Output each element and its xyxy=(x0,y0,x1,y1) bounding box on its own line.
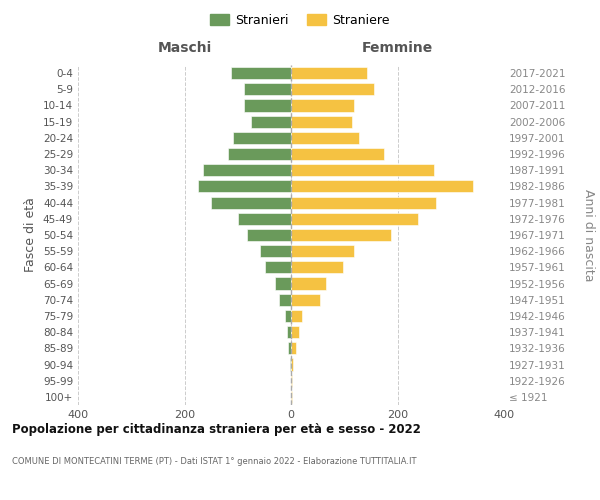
Bar xyxy=(284,310,291,322)
Bar xyxy=(291,391,292,403)
Text: Maschi: Maschi xyxy=(157,42,212,56)
Bar xyxy=(291,342,296,354)
Bar xyxy=(233,132,291,144)
Bar xyxy=(203,164,291,176)
Bar xyxy=(291,196,436,208)
Bar xyxy=(232,67,291,79)
Bar xyxy=(291,116,352,128)
Bar xyxy=(291,67,367,79)
Bar xyxy=(247,229,291,241)
Bar xyxy=(244,100,291,112)
Bar xyxy=(251,116,291,128)
Bar xyxy=(228,148,291,160)
Bar xyxy=(291,132,359,144)
Bar xyxy=(291,148,384,160)
Bar xyxy=(291,83,374,96)
Legend: Stranieri, Straniere: Stranieri, Straniere xyxy=(205,8,395,32)
Bar xyxy=(291,310,302,322)
Bar xyxy=(291,100,354,112)
Bar xyxy=(291,229,391,241)
Bar xyxy=(287,326,291,338)
Text: COMUNE DI MONTECATINI TERME (PT) - Dati ISTAT 1° gennaio 2022 - Elaborazione TUT: COMUNE DI MONTECATINI TERME (PT) - Dati … xyxy=(12,458,416,466)
Bar xyxy=(260,245,291,258)
Bar xyxy=(289,342,291,354)
Bar xyxy=(291,212,418,225)
Bar xyxy=(291,245,354,258)
Bar xyxy=(265,262,291,274)
Bar xyxy=(291,358,293,370)
Bar xyxy=(211,196,291,208)
Bar xyxy=(291,326,299,338)
Bar xyxy=(291,278,326,289)
Bar xyxy=(198,180,291,192)
Bar xyxy=(279,294,291,306)
Bar xyxy=(291,374,292,387)
Bar xyxy=(291,262,343,274)
Bar xyxy=(238,212,291,225)
Bar xyxy=(275,278,291,289)
Bar xyxy=(291,294,320,306)
Text: Popolazione per cittadinanza straniera per età e sesso - 2022: Popolazione per cittadinanza straniera p… xyxy=(12,422,421,436)
Bar xyxy=(291,164,434,176)
Bar xyxy=(244,83,291,96)
Text: Femmine: Femmine xyxy=(362,42,433,56)
Y-axis label: Anni di nascita: Anni di nascita xyxy=(582,188,595,281)
Y-axis label: Fasce di età: Fasce di età xyxy=(25,198,37,272)
Bar xyxy=(291,180,473,192)
